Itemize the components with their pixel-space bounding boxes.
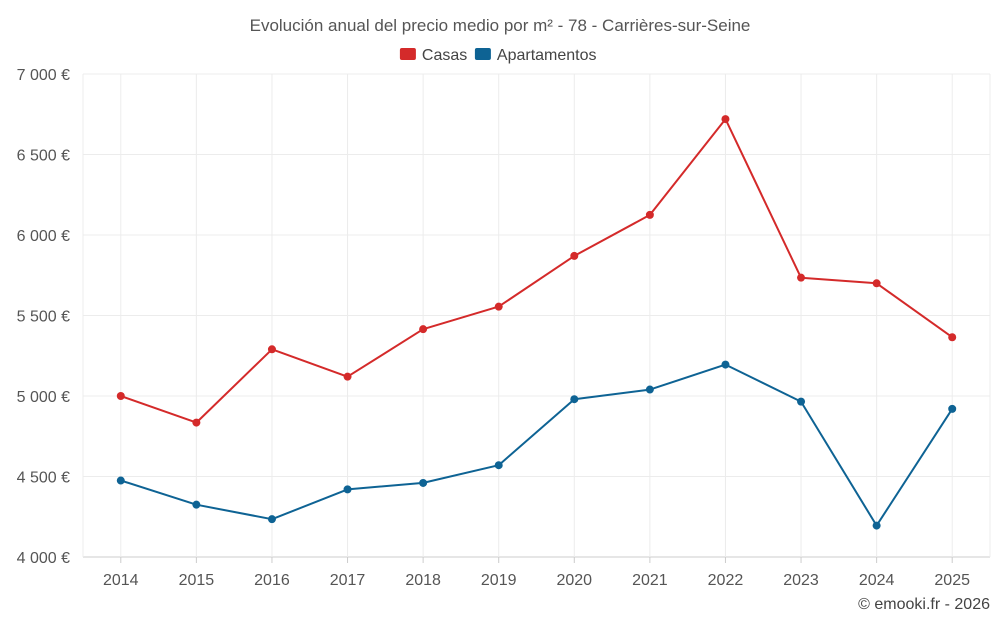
x-tick-label: 2014: [103, 572, 139, 589]
series-line-apartamentos: [120, 363, 954, 527]
data-point-casas: [116, 392, 125, 400]
legend-label: Apartamentos: [497, 47, 597, 64]
data-point-casas: [494, 302, 503, 311]
data-point-casas: [872, 279, 881, 288]
y-tick-label: 5 000 €: [17, 389, 70, 406]
grid: [82, 73, 991, 558]
y-tick-label: 5 500 €: [17, 309, 70, 326]
data-point-apartamentos: [570, 395, 579, 404]
data-point-apartamentos: [645, 385, 654, 394]
x-tick-label: 2025: [934, 572, 970, 589]
x-tick-label: 2021: [632, 572, 668, 589]
x-tick-label: 2019: [481, 572, 517, 589]
y-tick-label: 4 000 €: [17, 550, 70, 567]
data-point-casas: [570, 251, 579, 260]
legend-swatch: [474, 48, 491, 60]
data-point-casas: [419, 325, 428, 334]
legend-label: Casas: [422, 47, 467, 64]
data-point-apartamentos: [419, 478, 428, 487]
data-point-apartamentos: [343, 485, 352, 494]
x-tick-label: 2017: [330, 572, 366, 589]
x-tick-label: 2015: [179, 572, 215, 589]
legend-swatch: [399, 48, 416, 60]
series-line-casas: [120, 118, 953, 424]
source-credit: © emooki.fr - 2026: [858, 596, 990, 613]
x-tick-label: 2020: [556, 572, 592, 589]
data-point-casas: [797, 273, 806, 282]
data-point-apartamentos: [116, 476, 125, 485]
data-point-casas: [267, 345, 276, 354]
x-tick-label: 2024: [859, 572, 895, 589]
y-tick-label: 4 500 €: [17, 470, 70, 487]
x-tick-label: 2023: [783, 572, 819, 589]
y-tick-label: 6 500 €: [17, 148, 70, 165]
x-tick-label: 2022: [708, 572, 744, 589]
data-point-apartamentos: [948, 404, 957, 413]
data-point-apartamentos: [267, 515, 276, 524]
data-point-apartamentos: [192, 500, 201, 509]
data-point-casas: [645, 210, 654, 219]
chart-title: Evolución anual del precio medio por m² …: [250, 16, 751, 35]
x-tick-label: 2018: [405, 572, 441, 589]
data-point-apartamentos: [494, 461, 503, 470]
y-axis: 4 000 € 4 500 € 5 000 € 5 500 € 6 000 € 6 500…: [17, 67, 70, 567]
data-point-apartamentos: [721, 360, 730, 369]
legend: Casas Apartamentos: [399, 47, 597, 64]
data-point-casas: [721, 115, 730, 124]
data-point-apartamentos: [797, 397, 806, 406]
data-point-casas: [343, 372, 352, 381]
data-point-apartamentos: [872, 521, 881, 530]
x-tick-label: 2016: [254, 572, 290, 589]
data-point-casas: [948, 333, 957, 342]
data-point-casas: [192, 418, 201, 427]
x-axis: 2014 2015 2016 2017 2018 2019 2020 2021 2022 2023…: [103, 557, 970, 589]
series-layer: [116, 115, 957, 530]
y-tick-label: 6 000 €: [17, 228, 70, 245]
y-tick-label: 7 000 €: [17, 67, 70, 84]
